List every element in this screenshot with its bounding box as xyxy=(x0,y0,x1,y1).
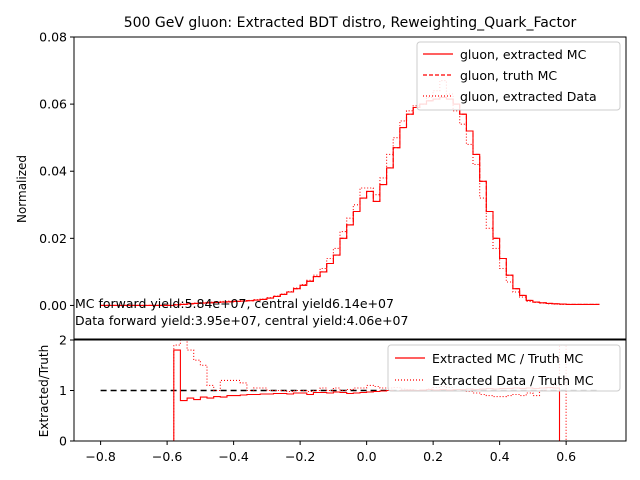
x-tick-label-4: 0.0 xyxy=(357,449,377,464)
y-tick-label-main-3: 0.06 xyxy=(39,97,67,112)
ratio-line-1 xyxy=(100,340,600,441)
y-tick-label-main-0: 0.00 xyxy=(39,298,67,313)
legend-label-extracted-mc: gluon, extracted MC xyxy=(460,47,587,62)
y-tick-label-ratio-1: 1 xyxy=(59,383,67,398)
y-axis-label-ratio: Extracted/Truth xyxy=(37,345,51,437)
annotation-data-yield: Data forward yield:3.95e+07, central yie… xyxy=(75,313,408,328)
legend-ratio: Extracted MC / Truth MC Extracted Data /… xyxy=(387,344,621,392)
y-tick-label-ratio-0: 0 xyxy=(59,434,67,449)
y-tick-label-main-2: 0.04 xyxy=(39,164,67,179)
y-tick-label-main-4: 0.08 xyxy=(39,30,67,45)
x-tick-label-5: 0.2 xyxy=(423,449,443,464)
y-tick-label-ratio-2: 2 xyxy=(59,333,67,348)
legend-main: gluon, extracted MC gluon, truth MC gluo… xyxy=(416,41,621,111)
series-line-2 xyxy=(100,80,600,306)
annotation-mc-yield: MC forward yield:5.84e+07, central yield… xyxy=(75,296,394,311)
x-tick-label-3: −0.2 xyxy=(285,449,315,464)
legend-label-truth-mc: gluon, truth MC xyxy=(460,68,557,83)
legend-label-mc-ratio: Extracted MC / Truth MC xyxy=(432,351,583,366)
legend-ratio-box xyxy=(387,344,621,392)
main-panel-frame xyxy=(73,36,627,340)
legend-label-data-ratio: Extracted Data / Truth MC xyxy=(432,373,594,388)
x-tick-label-6: 0.4 xyxy=(490,449,510,464)
chart-title: 500 GeV gluon: Extracted BDT distro, Rew… xyxy=(124,15,577,31)
x-tick-label-1: −0.6 xyxy=(152,449,182,464)
x-tick-label-0: −0.8 xyxy=(85,449,115,464)
series-line-0 xyxy=(100,96,600,306)
y-tick-label-main-1: 0.02 xyxy=(39,231,67,246)
ratio-panel: 0 1 2 −0.8 −0.6 −0.4 −0.2 0.0 0.2 0.4 0.6 Extract… xyxy=(37,333,627,464)
legend-label-extracted-data: gluon, extracted Data xyxy=(460,89,597,104)
legend-main-box xyxy=(416,41,621,111)
x-tick-label-2: −0.4 xyxy=(218,449,248,464)
y-axis-label-main: Normalized xyxy=(15,155,29,223)
main-panel: 0.00 0.02 0.04 0.06 0.08 Normalized MC forwa… xyxy=(15,30,627,340)
series-line-1 xyxy=(100,96,600,306)
x-tick-label-7: 0.6 xyxy=(556,449,576,464)
